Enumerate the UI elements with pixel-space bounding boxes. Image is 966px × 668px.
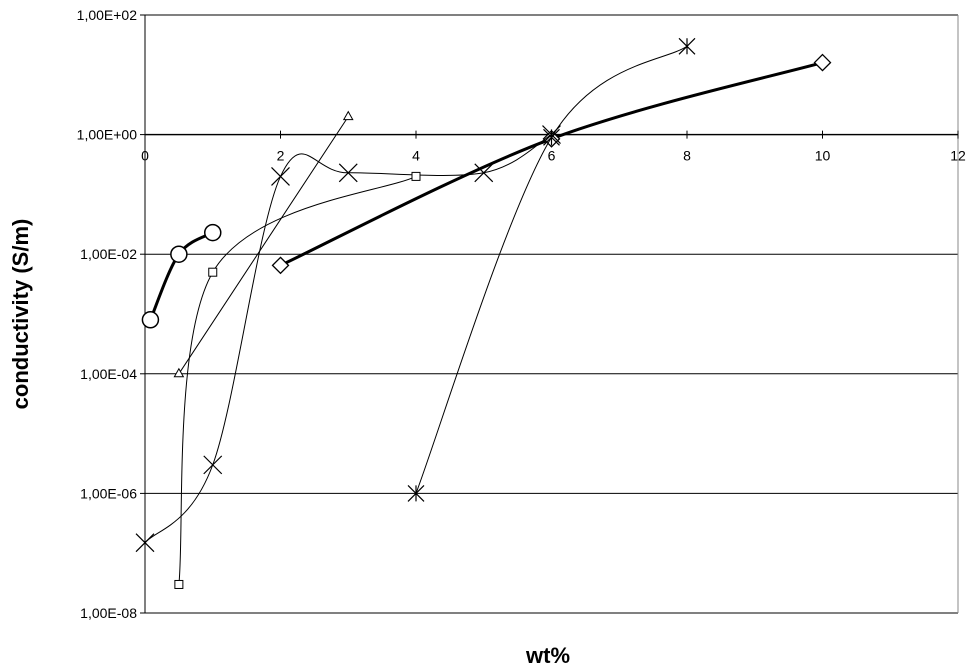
series-asterisk <box>407 37 696 502</box>
y-tick-label: 1,00E+02 <box>77 7 138 23</box>
circle-marker-s0-p1 <box>170 245 188 263</box>
series-square <box>174 171 421 589</box>
y-tick-label: 1,00E-02 <box>80 246 137 262</box>
asterisk-marker-s5-p1 <box>543 128 560 146</box>
cross-marker-s2-p2 <box>271 166 290 186</box>
series-circle <box>141 223 222 329</box>
triangle-marker-s4-p1 <box>342 110 354 121</box>
diamond-marker-s1-p0 <box>271 256 290 275</box>
x-tick-label: 12 <box>950 148 966 164</box>
series-line-triangle <box>178 116 349 375</box>
series-line-asterisk <box>415 45 688 494</box>
asterisk-marker-s5-p2 <box>678 37 696 55</box>
y-axis-title: conductivity (S/m) <box>8 219 33 410</box>
x-tick-label: 6 <box>548 148 556 164</box>
square-marker-s3-p2 <box>411 171 421 181</box>
cross-marker-s2-p1 <box>203 455 223 475</box>
cross-marker-s2-p0 <box>135 533 155 553</box>
x-tick-label: 4 <box>412 148 420 164</box>
series-cross <box>135 125 561 553</box>
plot-area <box>135 37 832 589</box>
series-line-diamond <box>279 61 823 267</box>
cross-marker-s2-p4 <box>474 163 494 183</box>
x-tick-label: 0 <box>141 148 149 164</box>
asterisk-marker-s5-p0 <box>407 484 425 502</box>
series-line-circle <box>149 231 214 321</box>
y-tick-label: 1,00E+00 <box>77 127 138 143</box>
axes <box>140 14 959 614</box>
triangle-marker-s4-p0 <box>173 367 185 378</box>
y-tick-label: 1,00E-04 <box>80 366 137 382</box>
square-marker-s3-p0 <box>174 579 184 589</box>
circle-marker-s0-p0 <box>141 311 160 329</box>
x-tick-label: 2 <box>277 148 285 164</box>
y-tick-label: 1,00E-06 <box>80 485 137 501</box>
diamond-marker-s1-p2 <box>813 53 832 72</box>
tick-labels: 1,00E-08 1,00E-06 1,00E-04 1,00E-02 1,00E+00… <box>77 7 966 621</box>
circle-marker-s0-p2 <box>204 223 222 242</box>
x-tick-label: 10 <box>815 148 831 164</box>
x-axis-title: wt% <box>525 643 570 668</box>
gridlines <box>145 14 958 614</box>
square-marker-s3-p1 <box>208 267 218 277</box>
x-tick-label: 8 <box>683 148 691 164</box>
y-tick-label: 1,00E-08 <box>80 605 137 621</box>
series-triangle <box>173 110 354 378</box>
cross-marker-s2-p3 <box>338 163 358 183</box>
